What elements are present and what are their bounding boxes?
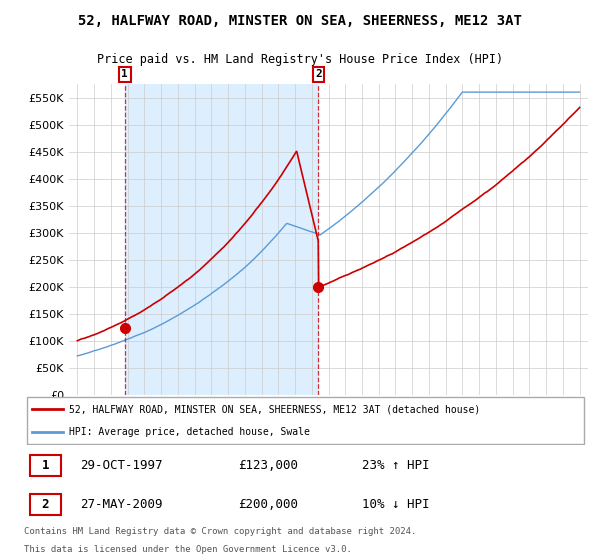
Text: HPI: Average price, detached house, Swale: HPI: Average price, detached house, Swal… — [69, 427, 310, 437]
FancyBboxPatch shape — [27, 398, 584, 444]
Text: £200,000: £200,000 — [238, 498, 298, 511]
FancyBboxPatch shape — [29, 455, 61, 476]
Text: Price paid vs. HM Land Registry's House Price Index (HPI): Price paid vs. HM Land Registry's House … — [97, 53, 503, 66]
Text: £123,000: £123,000 — [238, 459, 298, 472]
Text: Contains HM Land Registry data © Crown copyright and database right 2024.: Contains HM Land Registry data © Crown c… — [24, 528, 416, 536]
Text: This data is licensed under the Open Government Licence v3.0.: This data is licensed under the Open Gov… — [24, 545, 352, 554]
FancyBboxPatch shape — [29, 494, 61, 515]
Bar — [125, 84, 319, 395]
Text: 2: 2 — [41, 498, 49, 511]
Text: 29-OCT-1997: 29-OCT-1997 — [80, 459, 163, 472]
Text: 23% ↑ HPI: 23% ↑ HPI — [362, 459, 430, 472]
Text: 10% ↓ HPI: 10% ↓ HPI — [362, 498, 430, 511]
Text: 1: 1 — [121, 69, 128, 80]
Text: 27-MAY-2009: 27-MAY-2009 — [80, 498, 163, 511]
Text: 2: 2 — [315, 69, 322, 80]
Text: 1: 1 — [41, 459, 49, 472]
Text: 52, HALFWAY ROAD, MINSTER ON SEA, SHEERNESS, ME12 3AT (detached house): 52, HALFWAY ROAD, MINSTER ON SEA, SHEERN… — [69, 404, 481, 414]
Text: 52, HALFWAY ROAD, MINSTER ON SEA, SHEERNESS, ME12 3AT: 52, HALFWAY ROAD, MINSTER ON SEA, SHEERN… — [78, 13, 522, 27]
